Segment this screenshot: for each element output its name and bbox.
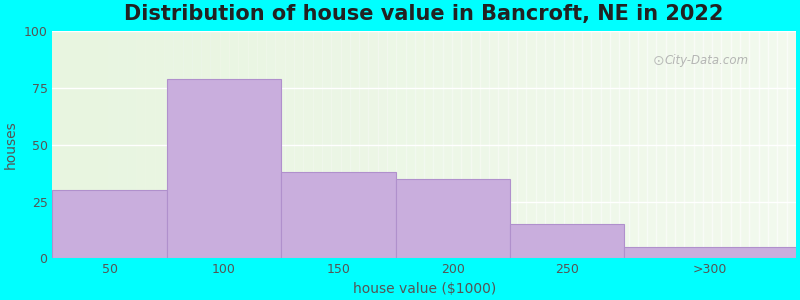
Bar: [80, 31, 90, 258]
Bar: [71, 31, 80, 258]
Bar: [313, 31, 322, 258]
Bar: [462, 31, 470, 258]
Bar: [368, 31, 378, 258]
Title: Distribution of house value in Bancroft, NE in 2022: Distribution of house value in Bancroft,…: [125, 4, 724, 24]
Bar: [610, 31, 619, 258]
Bar: [275, 31, 285, 258]
Bar: [786, 31, 796, 258]
Bar: [554, 31, 563, 258]
Bar: [154, 31, 164, 258]
Bar: [498, 31, 508, 258]
Bar: [470, 31, 480, 258]
Bar: [563, 31, 573, 258]
Bar: [703, 31, 712, 258]
Bar: [350, 31, 359, 258]
Bar: [126, 31, 136, 258]
Bar: [266, 31, 275, 258]
Bar: [303, 31, 313, 258]
Bar: [768, 31, 778, 258]
Bar: [730, 31, 740, 258]
Text: ⊙: ⊙: [653, 54, 664, 68]
Bar: [415, 31, 424, 258]
Bar: [573, 31, 582, 258]
Bar: [281, 172, 395, 258]
Bar: [182, 31, 192, 258]
Bar: [136, 31, 146, 258]
Bar: [220, 31, 229, 258]
Bar: [536, 31, 545, 258]
Bar: [489, 31, 498, 258]
Bar: [238, 31, 247, 258]
Bar: [99, 31, 108, 258]
Bar: [53, 190, 167, 258]
Bar: [378, 31, 387, 258]
Bar: [722, 31, 730, 258]
Bar: [210, 31, 220, 258]
Text: City-Data.com: City-Data.com: [665, 54, 749, 67]
Bar: [666, 31, 675, 258]
Bar: [90, 31, 99, 258]
Bar: [517, 31, 526, 258]
Bar: [387, 31, 396, 258]
Bar: [406, 31, 415, 258]
Bar: [424, 31, 434, 258]
Bar: [322, 31, 331, 258]
Bar: [396, 31, 406, 258]
Y-axis label: houses: houses: [4, 121, 18, 169]
Bar: [694, 31, 703, 258]
Bar: [62, 31, 71, 258]
Bar: [675, 31, 684, 258]
Bar: [331, 31, 341, 258]
Bar: [601, 31, 610, 258]
Bar: [257, 31, 266, 258]
Bar: [164, 31, 174, 258]
Bar: [53, 31, 62, 258]
X-axis label: house value ($1000): house value ($1000): [353, 282, 496, 296]
Bar: [712, 31, 722, 258]
Bar: [229, 31, 238, 258]
Bar: [510, 224, 624, 258]
Bar: [624, 247, 796, 258]
Bar: [508, 31, 517, 258]
Bar: [657, 31, 666, 258]
Bar: [750, 31, 758, 258]
Bar: [619, 31, 629, 258]
Bar: [629, 31, 638, 258]
Bar: [341, 31, 350, 258]
Bar: [480, 31, 489, 258]
Bar: [545, 31, 554, 258]
Bar: [294, 31, 303, 258]
Bar: [434, 31, 442, 258]
Bar: [285, 31, 294, 258]
Bar: [452, 31, 462, 258]
Bar: [526, 31, 536, 258]
Bar: [684, 31, 694, 258]
Bar: [247, 31, 257, 258]
Bar: [778, 31, 786, 258]
Bar: [647, 31, 657, 258]
Bar: [638, 31, 647, 258]
Bar: [167, 79, 281, 258]
Bar: [146, 31, 154, 258]
Bar: [108, 31, 118, 258]
Bar: [442, 31, 452, 258]
Bar: [582, 31, 591, 258]
Bar: [118, 31, 126, 258]
Bar: [758, 31, 768, 258]
Bar: [359, 31, 368, 258]
Bar: [192, 31, 201, 258]
Bar: [740, 31, 750, 258]
Bar: [395, 179, 510, 258]
Bar: [174, 31, 182, 258]
Bar: [591, 31, 601, 258]
Bar: [201, 31, 210, 258]
